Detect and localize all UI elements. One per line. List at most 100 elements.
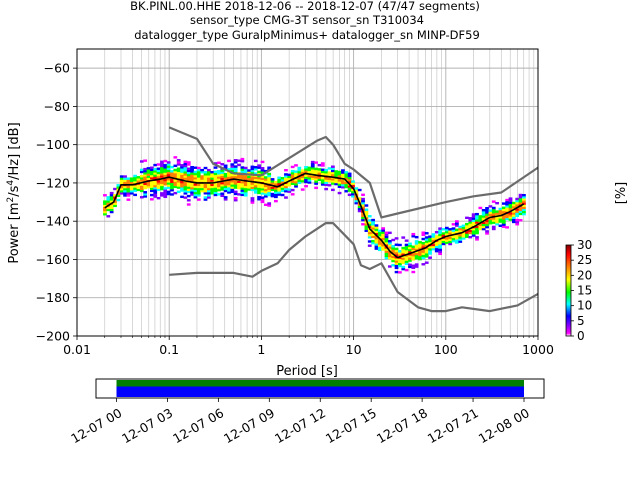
colorbar-tick-label: 0	[577, 329, 585, 343]
ppsd-cell	[126, 192, 131, 195]
ppsd-cell	[260, 171, 265, 174]
ppsd-cell	[186, 171, 191, 175]
ppsd-cell	[210, 185, 215, 189]
ppsd-cell	[183, 169, 188, 172]
ppsd-cell	[277, 182, 282, 186]
ppsd-cell	[196, 198, 201, 201]
ppsd-heatmap	[103, 156, 526, 274]
ppsd-cell	[495, 223, 499, 226]
ppsd-cell	[444, 231, 449, 234]
ppsd-cell	[371, 223, 375, 226]
colorbar-tick-label: 25	[577, 253, 592, 267]
ppsd-cell	[146, 171, 151, 174]
ppsd-cell	[186, 203, 191, 206]
ppsd-cell	[160, 179, 164, 182]
ppsd-cell	[424, 242, 429, 245]
ppsd-cell	[478, 225, 483, 229]
ppsd-cell	[183, 183, 188, 187]
ppsd-cell	[334, 174, 339, 177]
ppsd-cell	[518, 210, 523, 214]
ppsd-cell	[501, 202, 506, 205]
ppsd-cell	[109, 208, 114, 212]
ppsd-cell	[250, 197, 255, 200]
ppsd-cell	[518, 202, 523, 205]
ppsd-cell	[143, 167, 148, 171]
ppsd-cell	[471, 223, 476, 227]
x-axis-label: Period [s]	[276, 364, 338, 379]
ppsd-cell	[391, 257, 396, 261]
ppsd-cell	[290, 180, 295, 183]
ppsd-cell	[314, 167, 318, 171]
ppsd-cell	[351, 188, 355, 192]
ppsd-cell	[357, 205, 362, 209]
ppsd-cell	[213, 174, 218, 178]
ppsd-cell	[183, 173, 188, 176]
ppsd-cell	[243, 183, 248, 187]
ppsd-cell	[465, 222, 469, 226]
ppsd-cell	[250, 182, 255, 185]
ppsd-cell	[250, 167, 255, 171]
ppsd-cell	[247, 169, 251, 172]
ppsd-cell	[153, 176, 158, 179]
ppsd-cell	[153, 189, 158, 192]
ppsd-cell	[438, 227, 443, 230]
ppsd-cell	[210, 179, 215, 182]
ppsd-cell	[320, 164, 325, 167]
ppsd-cell	[344, 185, 349, 189]
ppsd-cell	[391, 251, 396, 254]
ppsd-cell	[237, 159, 241, 162]
ppsd-cell	[267, 202, 272, 205]
ppsd-cell	[455, 237, 459, 240]
ppsd-cell	[495, 201, 499, 205]
x-tick-label: 1000	[522, 342, 554, 357]
ppsd-cell	[126, 194, 131, 197]
ppsd-cell	[116, 198, 121, 202]
ppsd-cell	[404, 239, 409, 242]
ppsd-cell	[371, 227, 375, 230]
ppsd-cell	[213, 162, 218, 165]
ppsd-cell	[123, 181, 127, 185]
ppsd-cell	[270, 194, 275, 198]
y-tick-label: −200	[36, 329, 70, 344]
ppsd-cell	[176, 190, 181, 194]
timeline-tick-label: 12-07 15	[323, 405, 379, 446]
ppsd-cell	[515, 210, 520, 213]
y-tick-label: −100	[36, 137, 70, 152]
ppsd-cell	[176, 180, 181, 183]
ppsd-cell	[176, 173, 181, 177]
ppsd-cell	[123, 187, 127, 191]
ppsd-cell	[190, 178, 194, 182]
ppsd-cell	[300, 179, 305, 183]
ppsd-cell	[243, 185, 248, 189]
ppsd-cell	[274, 180, 278, 184]
ppsd-cell	[223, 172, 228, 176]
ppsd-cell	[200, 185, 205, 189]
ppsd-cell	[233, 159, 238, 162]
ppsd-cell	[203, 192, 208, 195]
ppsd-cell	[277, 187, 282, 190]
ppsd-cell	[334, 182, 339, 186]
ppsd-cell	[468, 235, 473, 239]
ppsd-cell	[213, 193, 218, 197]
title-line-3: datalogger_type GuralpMinimus+ datalogge…	[134, 28, 480, 42]
ppsd-cell	[518, 195, 523, 199]
ppsd-cell	[200, 183, 205, 187]
ppsd-cell	[143, 174, 148, 177]
ppsd-cell	[455, 228, 459, 232]
ppsd-cell	[119, 179, 124, 182]
ppsd-cell	[183, 166, 188, 170]
ppsd-cell	[220, 177, 225, 181]
ppsd-cell	[153, 180, 158, 184]
ppsd-cell	[421, 256, 426, 260]
ppsd-cell	[183, 187, 188, 191]
ppsd-cell	[190, 172, 194, 175]
ppsd-cell	[401, 236, 406, 239]
ppsd-cell	[119, 177, 124, 180]
ppsd-cell	[371, 233, 375, 236]
ppsd-cell	[371, 229, 375, 232]
ppsd-cell	[491, 213, 496, 216]
ppsd-cell	[431, 235, 436, 238]
ppsd-cell	[160, 168, 164, 172]
ppsd-cell	[401, 267, 406, 271]
